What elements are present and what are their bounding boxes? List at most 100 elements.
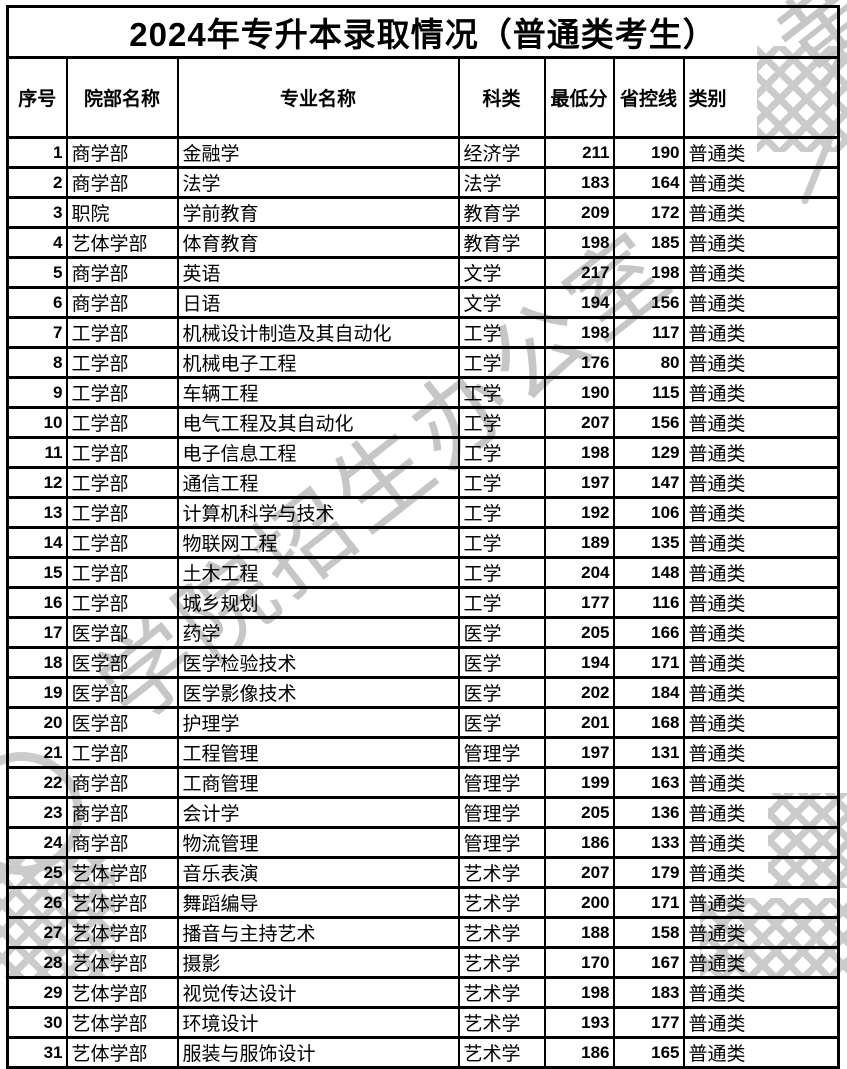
cell-discipline: 艺术学 xyxy=(457,856,546,889)
cell-control-line: 190 xyxy=(612,136,685,169)
cell-index: 10 xyxy=(6,406,68,439)
cell-min-score: 202 xyxy=(543,676,615,709)
header-row: 序号 院部名称 专业名称 科类 最低分 省控线 类别 xyxy=(6,56,840,139)
cell-discipline: 工学 xyxy=(457,436,546,469)
cell-index: 14 xyxy=(6,526,68,559)
cell-major: 视觉传达设计 xyxy=(176,976,460,1009)
cell-department: 医学部 xyxy=(65,676,179,709)
cell-control-line: 115 xyxy=(612,376,685,409)
cell-category: 普通类 xyxy=(682,496,840,529)
cell-control-line: 168 xyxy=(612,706,685,739)
cell-min-score: 194 xyxy=(543,286,615,319)
cell-min-score: 170 xyxy=(543,946,615,979)
cell-discipline: 教育学 xyxy=(457,196,546,229)
cell-discipline: 艺术学 xyxy=(457,886,546,919)
cell-index: 25 xyxy=(6,856,68,889)
table-row: 14 工学部 物联网工程 工学 189 135 普通类 xyxy=(6,526,840,559)
cell-discipline: 经济学 xyxy=(457,136,546,169)
cell-department: 医学部 xyxy=(65,706,179,739)
cell-major: 土木工程 xyxy=(176,556,460,589)
cell-major: 服装与服饰设计 xyxy=(176,1036,460,1069)
cell-control-line: 147 xyxy=(612,466,685,499)
cell-discipline: 法学 xyxy=(457,166,546,199)
cell-major: 医学影像技术 xyxy=(176,676,460,709)
cell-department: 工学部 xyxy=(65,376,179,409)
table-row: 11 工学部 电子信息工程 工学 198 129 普通类 xyxy=(6,436,840,469)
cell-department: 艺体学部 xyxy=(65,1036,179,1069)
cell-index: 9 xyxy=(6,376,68,409)
cell-control-line: 80 xyxy=(612,346,685,379)
cell-control-line: 148 xyxy=(612,556,685,589)
cell-discipline: 艺术学 xyxy=(457,1036,546,1069)
cell-major: 体育教育 xyxy=(176,226,460,259)
cell-discipline: 工学 xyxy=(457,316,546,349)
cell-index: 7 xyxy=(6,316,68,349)
cell-min-score: 183 xyxy=(543,166,615,199)
cell-index: 29 xyxy=(6,976,68,1009)
cell-department: 医学部 xyxy=(65,616,179,649)
cell-category: 普通类 xyxy=(682,916,840,949)
table-row: 10 工学部 电气工程及其自动化 工学 207 156 普通类 xyxy=(6,406,840,439)
cell-control-line: 135 xyxy=(612,526,685,559)
cell-major: 物流管理 xyxy=(176,826,460,859)
cell-department: 商学部 xyxy=(65,256,179,289)
cell-discipline: 医学 xyxy=(457,616,546,649)
cell-major: 环境设计 xyxy=(176,1006,460,1039)
cell-discipline: 艺术学 xyxy=(457,1006,546,1039)
cell-min-score: 199 xyxy=(543,766,615,799)
col-header-min-score: 最低分 xyxy=(543,56,615,139)
cell-control-line: 156 xyxy=(612,286,685,319)
cell-min-score: 205 xyxy=(543,796,615,829)
cell-category: 普通类 xyxy=(682,766,840,799)
table-row: 3 职院 学前教育 教育学 209 172 普通类 xyxy=(6,196,840,229)
cell-major: 计算机科学与技术 xyxy=(176,496,460,529)
cell-min-score: 197 xyxy=(543,736,615,769)
cell-major: 工程管理 xyxy=(176,736,460,769)
cell-min-score: 177 xyxy=(543,586,615,619)
table-row: 26 艺体学部 舞蹈编导 艺术学 200 171 普通类 xyxy=(6,886,840,919)
cell-department: 艺体学部 xyxy=(65,886,179,919)
cell-department: 商学部 xyxy=(65,826,179,859)
cell-control-line: 167 xyxy=(612,946,685,979)
cell-control-line: 164 xyxy=(612,166,685,199)
cell-discipline: 文学 xyxy=(457,286,546,319)
cell-major: 电气工程及其自动化 xyxy=(176,406,460,439)
cell-discipline: 工学 xyxy=(457,526,546,559)
cell-index: 20 xyxy=(6,706,68,739)
cell-major: 通信工程 xyxy=(176,466,460,499)
cell-min-score: 198 xyxy=(543,226,615,259)
cell-control-line: 171 xyxy=(612,646,685,679)
cell-department: 工学部 xyxy=(65,346,179,379)
cell-min-score: 201 xyxy=(543,706,615,739)
cell-control-line: 133 xyxy=(612,826,685,859)
cell-index: 26 xyxy=(6,886,68,919)
cell-discipline: 工学 xyxy=(457,346,546,379)
cell-department: 医学部 xyxy=(65,646,179,679)
cell-control-line: 129 xyxy=(612,436,685,469)
cell-department: 工学部 xyxy=(65,736,179,769)
table-body: 1 商学部 金融学 经济学 211 190 普通类 2 商学部 法学 法学 183 164 普通类 3 职院学… xyxy=(6,136,840,1069)
cell-department: 商学部 xyxy=(65,766,179,799)
cell-major: 金融学 xyxy=(176,136,460,169)
cell-category: 普通类 xyxy=(682,616,840,649)
cell-min-score: 211 xyxy=(543,136,615,169)
cell-major: 会计学 xyxy=(176,796,460,829)
cell-index: 2 xyxy=(6,166,68,199)
cell-major: 护理学 xyxy=(176,706,460,739)
cell-department: 艺体学部 xyxy=(65,856,179,889)
cell-major: 工商管理 xyxy=(176,766,460,799)
cell-min-score: 217 xyxy=(543,256,615,289)
cell-discipline: 艺术学 xyxy=(457,946,546,979)
cell-control-line: 106 xyxy=(612,496,685,529)
cell-category: 普通类 xyxy=(682,406,840,439)
cell-index: 22 xyxy=(6,766,68,799)
cell-department: 工学部 xyxy=(65,586,179,619)
cell-index: 17 xyxy=(6,616,68,649)
cell-discipline: 艺术学 xyxy=(457,976,546,1009)
table-row: 18 医学部 医学检验技术 医学 194 171 普通类 xyxy=(6,646,840,679)
cell-control-line: 166 xyxy=(612,616,685,649)
cell-index: 21 xyxy=(6,736,68,769)
cell-control-line: 177 xyxy=(612,1006,685,1039)
cell-control-line: 198 xyxy=(612,256,685,289)
cell-department: 商学部 xyxy=(65,286,179,319)
